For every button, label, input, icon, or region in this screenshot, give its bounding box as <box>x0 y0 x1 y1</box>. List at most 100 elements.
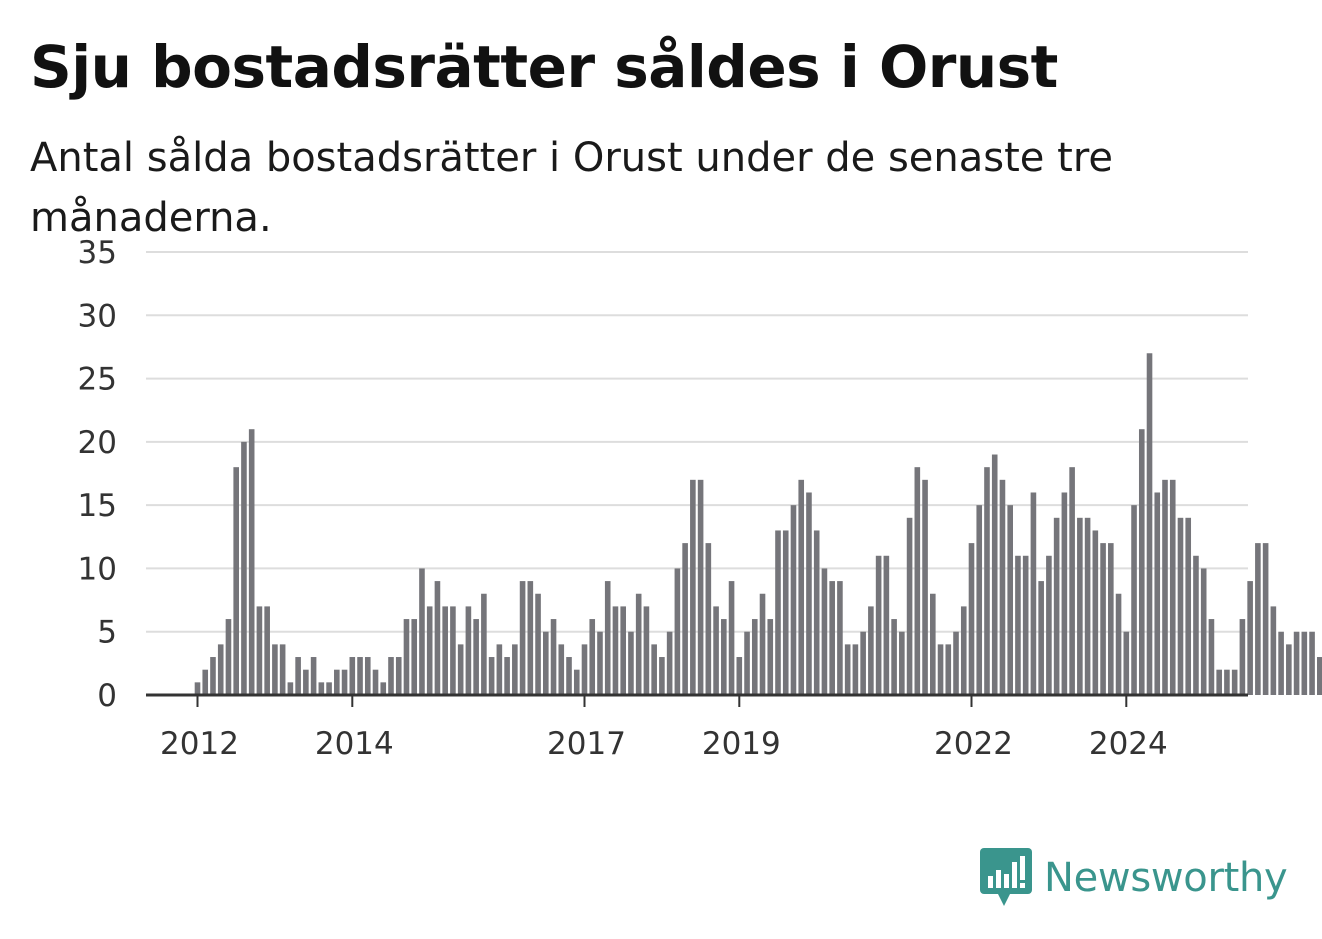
bar <box>806 492 812 695</box>
bar <box>597 631 603 695</box>
bar <box>527 581 534 695</box>
bar <box>914 467 921 695</box>
bar <box>488 657 495 695</box>
bar <box>1108 543 1114 695</box>
bar <box>1301 631 1308 695</box>
bar <box>953 631 959 695</box>
bar <box>844 644 851 695</box>
newsworthy-logo: Newsworthy <box>980 848 1288 908</box>
bar <box>1239 619 1246 695</box>
bar <box>310 657 317 695</box>
bar <box>751 619 758 695</box>
bars <box>194 353 1322 695</box>
bar <box>937 644 944 695</box>
bar <box>1309 631 1315 695</box>
bar <box>1200 568 1207 695</box>
bar <box>512 644 518 695</box>
bar <box>883 555 890 695</box>
grid-lines <box>146 251 1248 633</box>
y-axis-labels: 0 5 10 15 20 25 30 35 <box>78 235 117 714</box>
bar <box>388 657 394 695</box>
bar <box>1146 353 1153 695</box>
bar <box>589 619 596 695</box>
bar <box>798 479 805 695</box>
y-tick-label: 35 <box>78 235 117 271</box>
bar <box>1022 555 1029 695</box>
x-tick-label: 2014 <box>315 726 394 762</box>
chart-title: Sju bostadsrätter såldes i Orust <box>30 33 1058 101</box>
bar <box>891 619 897 695</box>
bar <box>1077 517 1083 695</box>
bar <box>1069 467 1075 695</box>
bar <box>736 657 743 695</box>
bar <box>357 657 363 695</box>
bar <box>868 606 874 695</box>
bar <box>303 669 309 695</box>
bar <box>1193 555 1199 695</box>
bar <box>682 543 688 695</box>
bar <box>434 581 441 695</box>
bar <box>666 631 673 695</box>
bar <box>341 669 348 695</box>
bar <box>566 657 572 695</box>
bar <box>1123 631 1130 695</box>
bar <box>945 644 952 695</box>
bar <box>1286 644 1292 695</box>
bar <box>837 581 843 695</box>
bar <box>558 644 565 695</box>
bar <box>1030 492 1037 695</box>
y-tick-label: 0 <box>97 678 117 714</box>
bar <box>1231 669 1238 695</box>
x-tick-label: 2017 <box>547 726 626 762</box>
bar <box>1255 543 1261 695</box>
bar <box>1177 517 1184 695</box>
y-tick-label: 30 <box>78 298 117 334</box>
bar <box>960 606 967 695</box>
bar <box>782 530 789 695</box>
newsworthy-logo-icon <box>980 848 1032 906</box>
bar <box>1262 543 1269 695</box>
bar <box>256 606 263 695</box>
bar <box>364 657 371 695</box>
bar <box>1247 581 1253 695</box>
bar <box>1162 479 1168 695</box>
x-tick-label: 2012 <box>160 726 239 762</box>
bar <box>349 657 356 695</box>
bar <box>334 669 340 695</box>
bar <box>922 479 928 695</box>
bar <box>713 606 719 695</box>
bar <box>976 505 983 695</box>
bar <box>984 467 990 695</box>
bar <box>821 568 828 695</box>
bar <box>395 657 402 695</box>
bar <box>1293 631 1300 695</box>
bar <box>1084 517 1091 695</box>
bar <box>1053 517 1060 695</box>
bar <box>450 606 456 695</box>
x-axis-labels: 2012 2014 2017 2019 2022 2024 <box>160 726 1168 762</box>
y-tick-label: 25 <box>78 362 117 398</box>
bar <box>635 593 642 695</box>
bar <box>279 644 286 695</box>
bar <box>496 644 503 695</box>
bar <box>930 593 936 695</box>
bar <box>465 606 472 695</box>
bar <box>1317 657 1322 695</box>
bar <box>860 631 866 695</box>
bar <box>457 644 464 695</box>
bar <box>790 505 797 695</box>
bar <box>1154 492 1161 695</box>
bar <box>1270 606 1277 695</box>
bar <box>318 682 325 695</box>
bar <box>628 631 634 695</box>
bar <box>759 593 766 695</box>
bar <box>767 619 774 695</box>
brand-name: Newsworthy <box>1044 855 1288 901</box>
bar <box>372 669 379 695</box>
bar <box>419 568 425 695</box>
bar <box>744 631 750 695</box>
bar <box>1169 479 1176 695</box>
y-tick-label: 10 <box>78 551 117 587</box>
bar <box>875 555 882 695</box>
